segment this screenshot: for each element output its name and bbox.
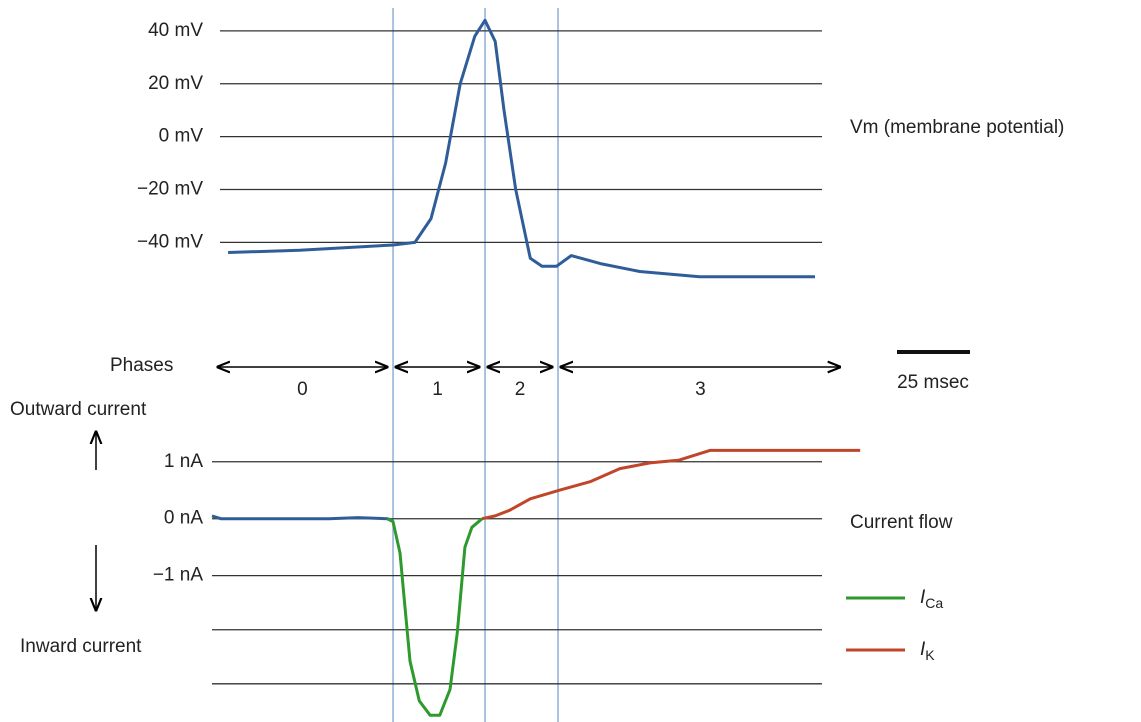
phase-label: 1 <box>432 379 443 400</box>
legend-title: Current flow <box>850 512 953 533</box>
inward-label: Inward current <box>20 636 142 657</box>
phase-label: 3 <box>695 379 706 400</box>
data-line <box>386 517 484 717</box>
phase-label: 0 <box>297 379 308 400</box>
phase-label: 2 <box>515 379 526 400</box>
y-tick-label: −20 mV <box>137 179 203 200</box>
legend-label: IK <box>920 639 935 663</box>
y-tick-label: 0 nA <box>164 508 203 529</box>
phases-title: Phases <box>110 355 173 376</box>
data-line <box>211 514 394 522</box>
scale-bar-label: 25 msec <box>897 372 969 393</box>
data-line <box>481 448 861 521</box>
y-tick-label: −40 mV <box>137 231 203 252</box>
y-tick-label: 0 mV <box>159 126 204 147</box>
legend-label: ICa <box>920 587 943 611</box>
data-line <box>228 18 815 279</box>
y-tick-label: −1 nA <box>153 565 204 586</box>
y-tick-label: 40 mV <box>148 20 203 41</box>
series-label: Vm (membrane potential) <box>850 117 1064 138</box>
y-tick-label: 1 nA <box>164 451 203 472</box>
y-tick-label: 20 mV <box>148 73 203 94</box>
outward-label: Outward current <box>10 399 147 420</box>
